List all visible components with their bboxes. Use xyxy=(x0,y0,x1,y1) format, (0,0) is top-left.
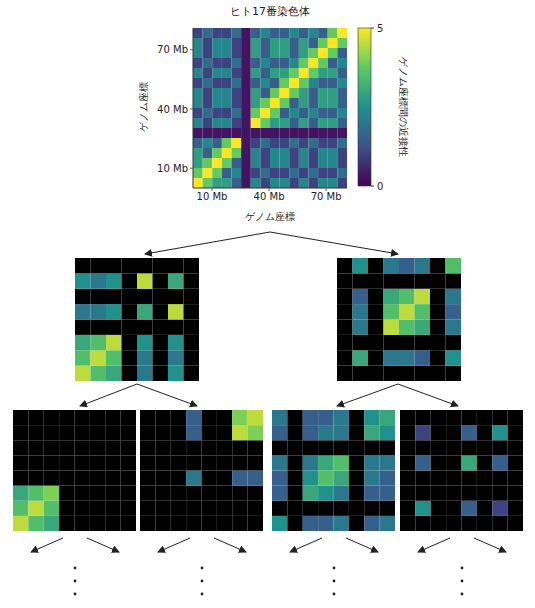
svg-text:0: 0 xyxy=(377,181,383,192)
html-text:ヒト17番染色体: ヒト17番染色体 xyxy=(230,5,310,18)
svg-text:70 Mb: 70 Mb xyxy=(157,44,188,55)
svg-text:ゲノム座標間の近接性: ゲノム座標間の近接性 xyxy=(398,57,409,157)
svg-text:40 Mb: 40 Mb xyxy=(254,191,285,202)
svg-text:5: 5 xyxy=(377,23,383,34)
svg-text:10 Mb: 10 Mb xyxy=(197,191,228,202)
svg-text:70 Mb: 70 Mb xyxy=(311,191,342,202)
svg-text:40 Mb: 40 Mb xyxy=(157,104,188,115)
html-text:ゲノム座標: ゲノム座標 xyxy=(245,211,295,222)
html-text:ゲノム座標: ゲノム座標 xyxy=(138,82,149,132)
svg-text:10 Mb: 10 Mb xyxy=(157,163,188,174)
